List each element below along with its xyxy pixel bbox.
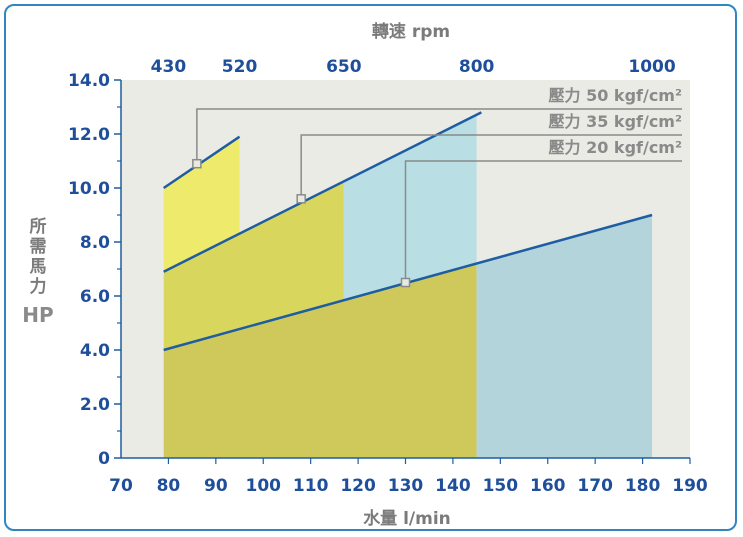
rpm-tick-label: 520: [222, 57, 258, 77]
x-tick-label: 180: [625, 476, 661, 496]
area-35-yellow: [163, 181, 344, 350]
x-tick-label: 190: [672, 476, 708, 496]
x-tick-label: 130: [388, 476, 424, 496]
x-tick-label: 100: [246, 476, 282, 496]
legend-label-3: 壓力 20 kgf/cm²: [549, 138, 682, 157]
y-tick-label: 14.0: [68, 71, 110, 91]
y-axis-unit: HP: [22, 303, 53, 327]
x-tick-label: 140: [435, 476, 471, 496]
y-axis-title-char-1: 所: [30, 217, 47, 237]
x-tick-label: 150: [483, 476, 519, 496]
leader-line-3: [404, 160, 682, 283]
y-axis-title-char-3: 馬: [30, 257, 47, 277]
y-tick-label: 10.0: [68, 179, 110, 199]
y-axis-title: 所 需 馬 力 HP: [22, 217, 53, 327]
series-marker-2: [296, 194, 306, 204]
leader-line-2: [300, 134, 682, 199]
y-axis-title-char-2: 需: [30, 237, 47, 257]
area-50-yellow: [163, 136, 240, 272]
legend-label-2: 壓力 35 kgf/cm²: [549, 112, 682, 131]
y-tick-label: 4.0: [80, 341, 110, 361]
area-20-blue: [476, 215, 653, 458]
x-tick-label: 90: [204, 476, 228, 496]
rpm-tick-label: 430: [151, 57, 187, 77]
rpm-tick-label: 800: [459, 57, 495, 77]
y-tick-label: 12.0: [68, 125, 110, 145]
y-tick-label: 0: [98, 449, 110, 469]
x-tick-label: 160: [530, 476, 566, 496]
rpm-tick-label: 650: [326, 57, 362, 77]
legend-label-1: 壓力 50 kgf/cm²: [549, 86, 682, 105]
top-axis-title: 轉速 rpm: [372, 21, 450, 42]
series-line-2: [163, 111, 482, 273]
x-axis-title: 水量 l/min: [363, 508, 451, 529]
y-tick-label: 6.0: [80, 287, 110, 307]
x-tick-label: 70: [109, 476, 133, 496]
x-tick-label: 110: [293, 476, 329, 496]
y-tick-label: 8.0: [80, 233, 110, 253]
series-marker-1: [192, 158, 202, 169]
x-tick-label: 80: [157, 476, 181, 496]
x-tick-label: 170: [577, 476, 613, 496]
y-axis-title-char-4: 力: [30, 276, 47, 297]
leader-line-1: [196, 108, 682, 164]
area-20-yellow: [163, 263, 477, 458]
rpm-tick-label: 1000: [628, 57, 675, 77]
x-tick-label: 120: [340, 476, 376, 496]
y-tick-label: 2.0: [80, 395, 110, 415]
series-marker-3: [400, 277, 411, 288]
